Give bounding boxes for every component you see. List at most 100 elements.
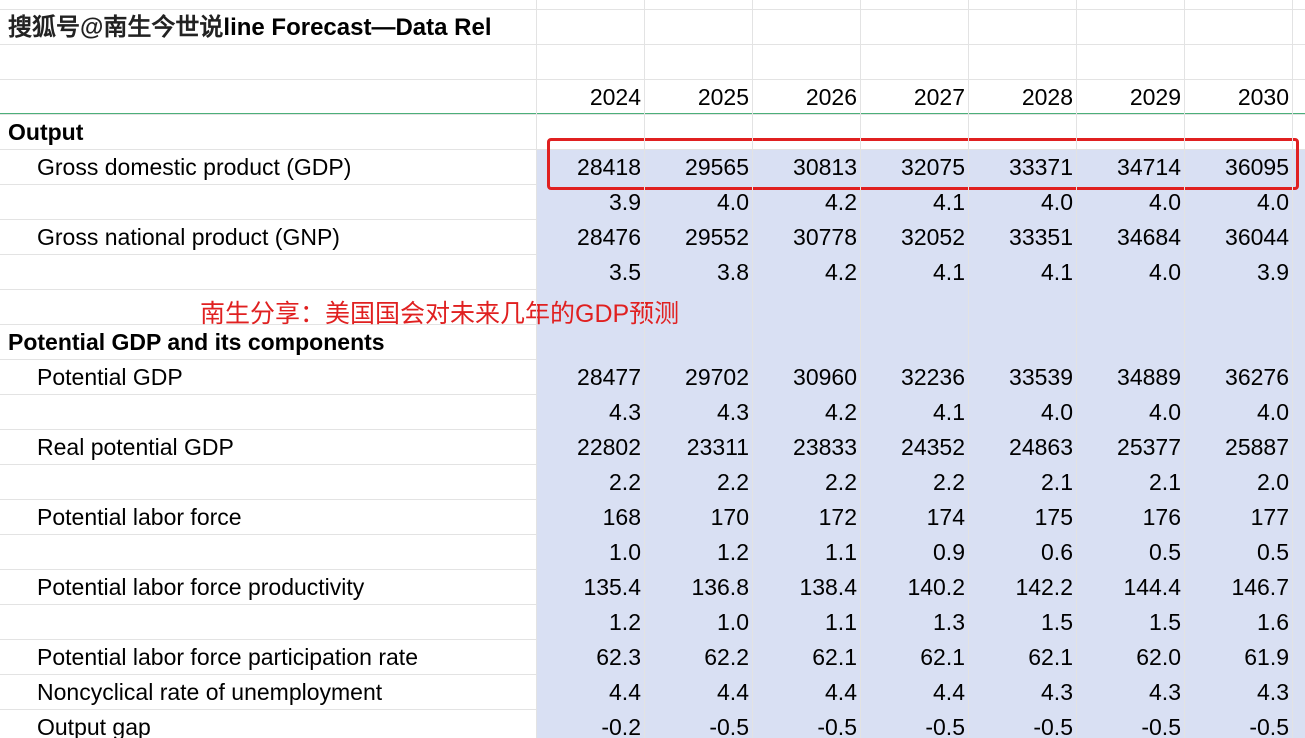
cell-value: 36095 [1225,154,1289,180]
cell-value: 33539 [1009,364,1073,390]
cell-value: 61.9 [1244,644,1289,670]
cell-value: 144.4 [1123,574,1181,600]
cell-value: 32075 [901,154,965,180]
cell-value: 4.2 [825,259,857,285]
cell-value: 175 [1034,504,1073,530]
cell-value: 1.1 [825,539,857,565]
cell-value: 23311 [686,434,749,460]
cell-value: 25377 [1117,434,1181,460]
cell-value: 4.1 [933,259,965,285]
row-label: Gross domestic product (GDP) [37,154,352,180]
cell-value: 4.4 [825,679,857,705]
cell-value: 3.8 [717,259,749,285]
cell-value: 135.4 [583,574,641,600]
cell-value: 4.0 [1257,399,1289,425]
cell-value: 4.0 [1041,399,1073,425]
cell-value: 62.2 [704,644,749,670]
cell-value: -0.5 [1141,714,1181,738]
cell-value: 2.1 [1041,469,1073,495]
row-label: Output gap [37,714,151,738]
row-label: Gross national product (GNP) [37,224,340,250]
cell-value: 4.3 [1149,679,1181,705]
cell-value: 4.0 [1257,189,1289,215]
section-heading: Output [8,119,84,145]
cell-value: 1.2 [609,609,641,635]
cell-value: 32052 [901,224,965,250]
cell-value: 4.4 [609,679,641,705]
cell-value: 1.2 [717,539,749,565]
highlight-box [547,138,1299,190]
cell-value: 4.0 [717,189,749,215]
cell-value: 2.2 [609,469,641,495]
cell-value: 4.3 [717,399,749,425]
cell-value: 3.9 [1257,259,1289,285]
cell-value: 30778 [793,224,857,250]
cell-value: 4.1 [933,189,965,215]
cell-value: -0.5 [1249,714,1289,738]
cell-value: 36044 [1225,224,1289,250]
cell-value: 24352 [901,434,965,460]
cell-value: 138.4 [799,574,857,600]
cell-value: 146.7 [1231,574,1289,600]
row-label: Potential labor force [37,504,242,530]
column-border [1292,0,1293,738]
column-border [752,0,753,738]
row-label: Potential labor force productivity [37,574,365,600]
cell-value: 4.0 [1149,399,1181,425]
cell-value: 4.4 [717,679,749,705]
column-border [860,0,861,738]
annotation: 南生分享：美国国会对未来几年的GDP预测 [200,300,680,328]
cell-value: 30813 [793,154,857,180]
cell-value: 29702 [685,364,749,390]
cell-value: -0.5 [1033,714,1073,738]
row-label: Potential GDP [37,364,183,390]
cell-value: 2.2 [933,469,965,495]
column-border [1076,0,1077,738]
cell-value: 2.0 [1257,469,1289,495]
cell-value: 3.9 [609,189,641,215]
column-border [644,0,645,738]
cell-value: 1.3 [933,609,965,635]
cell-value: 2.1 [1149,469,1181,495]
cell-value: 3.5 [609,259,641,285]
year-header: 2030 [1237,84,1289,110]
cell-value: 28477 [577,364,641,390]
cell-value: 36276 [1225,364,1289,390]
cell-value: 1.0 [717,609,749,635]
header-border [0,113,1305,114]
cell-value: 1.0 [609,539,641,565]
cell-value: 34714 [1117,154,1181,180]
cell-value: 140.2 [907,574,965,600]
cell-value: 33371 [1009,154,1073,180]
cell-value: 4.2 [825,399,857,425]
year-header: 2027 [913,84,965,110]
cell-value: 1.5 [1149,609,1181,635]
cell-value: 33351 [1009,224,1073,250]
column-border [1184,0,1185,738]
cell-value: 172 [818,504,857,530]
section-heading: Potential GDP and its components [8,329,385,355]
year-header: 2025 [697,84,749,110]
cell-value: 29552 [685,224,749,250]
cell-value: 62.1 [1028,644,1073,670]
cell-value: 1.6 [1257,609,1289,635]
cell-value: 4.3 [1041,679,1073,705]
cell-value: 4.0 [1041,189,1073,215]
cell-value: 174 [926,504,965,530]
title: line Forecast—Data Rel [223,14,492,41]
sheet-title: 搜狐号@南生今世说line Forecast—Data Rel [8,10,492,45]
cell-value: 0.6 [1041,539,1073,565]
year-header: 2029 [1129,84,1181,110]
row-label: Noncyclical rate of unemployment [37,679,383,705]
year-header: 2028 [1021,84,1073,110]
cell-value: 30960 [793,364,857,390]
cell-value: 0.5 [1149,539,1181,565]
cell-value: 4.2 [825,189,857,215]
cell-value: 177 [1250,504,1289,530]
year-header: 2024 [589,84,641,110]
cell-value: 28418 [577,154,641,180]
cell-value: 4.4 [933,679,965,705]
cell-value: 62.1 [812,644,857,670]
cell-value: 2.2 [717,469,749,495]
